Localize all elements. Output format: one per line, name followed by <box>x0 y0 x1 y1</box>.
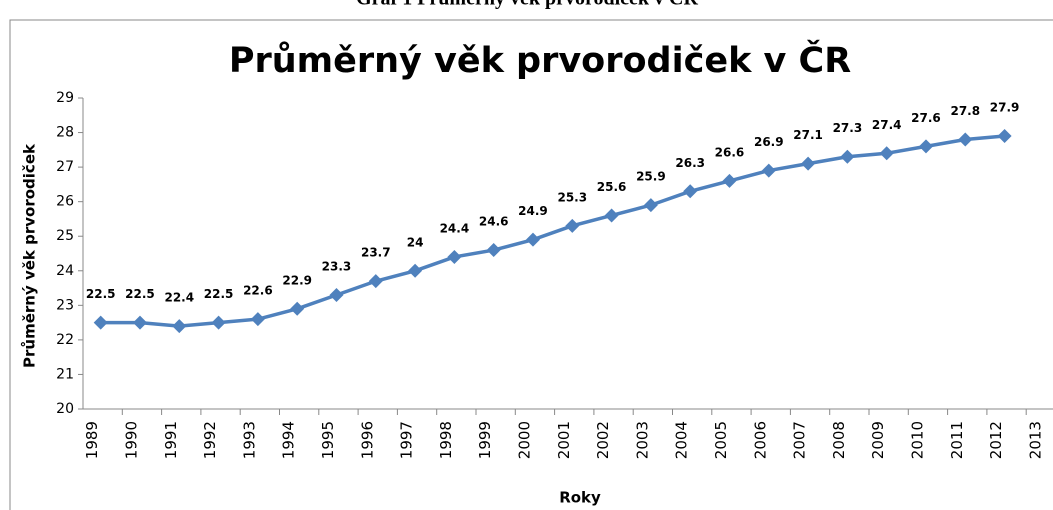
marker <box>329 287 344 302</box>
marker <box>683 184 698 199</box>
x-tick-label: 1990 <box>122 421 140 459</box>
x-tick-label: 1991 <box>162 421 180 459</box>
marker <box>93 315 108 330</box>
data-label: 25.9 <box>636 170 666 184</box>
marker <box>761 163 776 178</box>
data-label: 22.5 <box>125 287 155 301</box>
data-label: 27.1 <box>793 128 823 142</box>
x-tick-label: 2006 <box>751 421 769 459</box>
data-label: 23.3 <box>322 259 352 273</box>
data-label: 24.9 <box>518 204 548 218</box>
marker <box>525 232 540 247</box>
data-label: 27.6 <box>911 111 941 125</box>
caption: Graf 1 Průměrný věk prvorodiček v ČR <box>356 0 698 10</box>
x-tick-label: 2007 <box>791 421 809 459</box>
marker <box>368 274 383 289</box>
y-axis-label: Průměrný věk prvorodiček <box>21 143 39 368</box>
data-label: 27.8 <box>950 104 980 118</box>
data-label: 24 <box>407 235 424 249</box>
chart-title: Průměrný věk prvorodiček v ČR <box>229 39 851 81</box>
x-tick-label: 2002 <box>594 421 612 459</box>
data-label: 22.6 <box>243 284 273 298</box>
x-tick-label: 2013 <box>1026 421 1044 459</box>
x-tick-label: 1989 <box>83 421 101 459</box>
y-tick-label: 26 <box>56 194 74 210</box>
y-tick-label: 20 <box>56 401 74 417</box>
marker <box>172 319 187 334</box>
chart-frame <box>9 19 1053 510</box>
x-tick-label: 1994 <box>280 421 298 459</box>
marker <box>604 208 619 223</box>
x-tick-label: 2000 <box>515 421 533 459</box>
data-label: 25.3 <box>557 190 587 204</box>
marker <box>801 156 816 171</box>
data-label: 26.3 <box>675 156 705 170</box>
y-tick-label: 24 <box>56 263 74 279</box>
marker <box>643 198 658 213</box>
data-label: 27.9 <box>990 101 1020 115</box>
marker <box>565 218 580 233</box>
marker <box>408 263 423 278</box>
x-tick-label: 1999 <box>476 421 494 459</box>
x-tick-label: 2009 <box>869 421 887 459</box>
x-tick-label: 2004 <box>673 421 691 459</box>
x-tick-label: 2001 <box>555 421 573 459</box>
marker <box>840 149 855 164</box>
y-tick-label: 28 <box>56 125 74 141</box>
marker <box>290 301 305 316</box>
data-label: 27.4 <box>872 118 902 132</box>
marker <box>211 315 226 330</box>
marker <box>879 146 894 161</box>
marker <box>997 129 1012 144</box>
data-label: 26.9 <box>754 135 784 149</box>
marker <box>722 173 737 188</box>
data-label: 24.4 <box>440 221 470 235</box>
data-label: 22.9 <box>282 273 312 287</box>
data-label: 23.7 <box>361 246 391 260</box>
x-tick-label: 2011 <box>948 421 966 459</box>
y-tick-label: 22 <box>56 332 74 348</box>
marker <box>132 315 147 330</box>
marker <box>250 312 265 327</box>
data-label: 22.5 <box>86 287 116 301</box>
marker <box>447 249 462 264</box>
x-tick-label: 1997 <box>398 421 416 459</box>
y-tick-label: 23 <box>56 297 74 313</box>
data-label: 26.6 <box>715 145 745 159</box>
x-axis-label: Roky <box>559 489 601 507</box>
x-tick-label: 2008 <box>830 421 848 459</box>
x-tick-label: 1996 <box>358 421 376 459</box>
data-label: 22.5 <box>204 287 234 301</box>
x-tick-label: 2003 <box>633 421 651 459</box>
x-tick-label: 1998 <box>437 421 455 459</box>
x-tick-label: 1993 <box>240 421 258 459</box>
data-label: 22.4 <box>164 291 194 305</box>
marker <box>958 132 973 147</box>
marker <box>486 243 501 258</box>
data-label: 24.6 <box>479 215 509 229</box>
y-tick-label: 21 <box>56 366 74 382</box>
x-tick-label: 1992 <box>201 421 219 459</box>
x-tick-label: 2005 <box>712 421 730 459</box>
y-tick-label: 29 <box>56 90 74 106</box>
x-tick-label: 1995 <box>319 421 337 459</box>
series-line <box>100 134 1005 328</box>
x-tick-label: 2012 <box>987 421 1005 459</box>
data-label: 27.3 <box>833 121 863 135</box>
y-tick-label: 25 <box>56 228 74 244</box>
marker <box>918 139 933 154</box>
data-label: 25.6 <box>597 180 627 194</box>
x-tick-label: 2010 <box>908 421 926 459</box>
y-tick-label: 27 <box>56 159 74 175</box>
